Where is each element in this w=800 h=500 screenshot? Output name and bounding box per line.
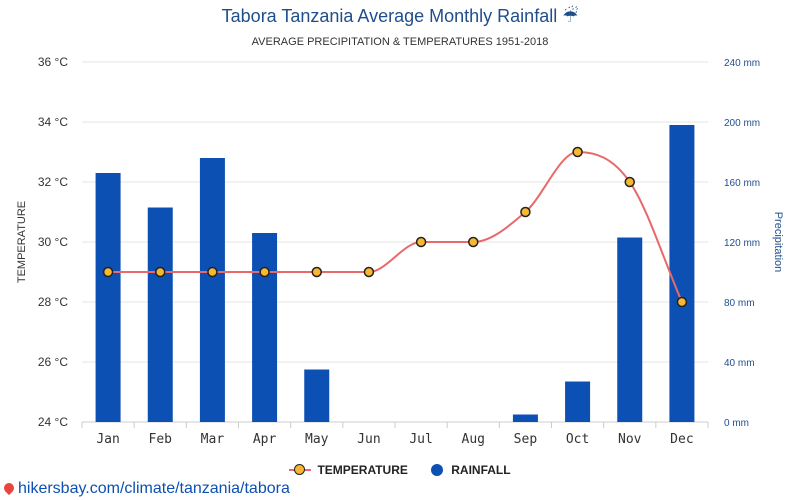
temperature-point <box>363 266 375 278</box>
rainfall-bar <box>617 237 643 422</box>
source-link-text[interactable]: hikersbay.com/climate/tanzania/tabora <box>18 480 290 497</box>
chart-subtitle: AVERAGE PRECIPITATION & TEMPERATURES 195… <box>251 36 549 48</box>
y-tick-label: 28 °C <box>38 295 68 309</box>
rainfall-bar <box>252 233 278 422</box>
x-tick-label: Jun <box>357 432 380 447</box>
x-tick-label: Aug <box>462 432 485 447</box>
y2-tick-label: 40 mm <box>724 358 755 369</box>
temperature-point <box>311 266 322 278</box>
x-tick-label: Mar <box>201 432 225 447</box>
y-tick-label: 34 °C <box>38 115 68 129</box>
y-tick-label: 36 °C <box>38 55 68 69</box>
x-tick-label: Jul <box>409 432 432 447</box>
rainfall-bar <box>304 369 330 422</box>
temperature-point <box>259 266 270 278</box>
source-link[interactable]: hikersbay.com/climate/tanzania/tabora <box>1 480 290 498</box>
temperature-point <box>520 206 531 218</box>
axes-labels: 24 °C 26 °C 28 °C 30 °C 32 °C 34 °C 36 °C 0 mm 4… <box>16 55 784 447</box>
y2-tick-label: 80 mm <box>724 298 755 309</box>
rainfall-bars <box>95 125 695 422</box>
line-marker-icon <box>289 464 312 476</box>
legend-label-rainfall: RAINFALL <box>451 463 511 477</box>
y-tick-label: 32 °C <box>38 175 68 189</box>
y2-tick-label: 160 mm <box>724 178 760 189</box>
x-tick-label: Dec <box>670 432 693 447</box>
temperature-series-line <box>108 150 683 303</box>
rainfall-bar <box>565 381 591 422</box>
x-tick-label: Apr <box>253 432 277 447</box>
rainfall-bar <box>512 414 538 422</box>
circle-icon <box>431 464 444 476</box>
map-pin-icon <box>1 480 17 496</box>
chart-title: Tabora Tanzania Average Monthly Rainfall… <box>221 6 579 26</box>
y2-tick-label: 240 mm <box>724 58 760 69</box>
y-axis-title: TEMPERATURE <box>16 201 28 283</box>
legend: TEMPERATURE RAINFALL <box>0 463 800 479</box>
x-tick-label: Jan <box>96 432 119 447</box>
rainfall-bar <box>669 125 695 422</box>
temperature-point <box>155 266 166 278</box>
x-tick-label: Oct <box>566 432 589 447</box>
y2-tick-label: 120 mm <box>724 238 760 249</box>
rainfall-bar <box>95 173 121 422</box>
y-tick-label: 24 °C <box>38 415 68 429</box>
x-tick-label: May <box>305 432 329 447</box>
rainfall-temperature-chart: 24 °C 26 °C 28 °C 30 °C 32 °C 34 °C 36 °C 0 mm 4… <box>16 55 784 447</box>
temperature-point <box>415 236 427 248</box>
y2-axis-title: Precipitation <box>772 212 784 273</box>
x-tick-label: Sep <box>514 432 538 447</box>
y2-tick-label: 0 mm <box>724 418 749 429</box>
temperature-point <box>676 296 688 308</box>
y-tick-label: 30 °C <box>38 235 68 249</box>
rainfall-bar <box>147 207 173 422</box>
x-tick-label: Feb <box>149 432 173 447</box>
temperature-point <box>624 176 635 188</box>
y2-tick-label: 200 mm <box>724 118 760 129</box>
grid-lines <box>81 61 709 428</box>
temperature-point <box>468 236 479 248</box>
legend-item-rainfall[interactable]: RAINFALL <box>431 463 511 477</box>
rainfall-bar <box>199 158 225 422</box>
temperature-point <box>207 266 218 278</box>
legend-item-temperature[interactable]: TEMPERATURE <box>289 463 408 477</box>
temperature-point <box>572 146 583 158</box>
temperature-line <box>102 146 688 308</box>
legend-label-temperature: TEMPERATURE <box>317 463 408 477</box>
y-tick-label: 26 °C <box>38 355 68 369</box>
temperature-point <box>102 266 114 278</box>
x-tick-label: Nov <box>618 432 642 447</box>
